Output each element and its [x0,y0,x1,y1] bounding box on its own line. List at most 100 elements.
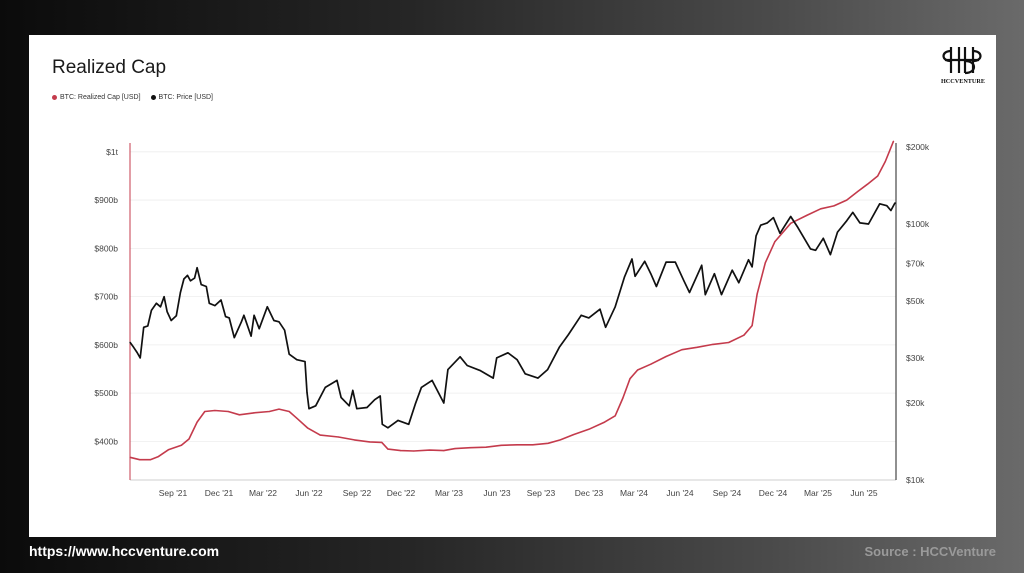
legend-item-realized-cap[interactable]: BTC: Realized Cap [USD] [52,94,141,101]
x-tick-label: Dec '21 [205,488,234,498]
data-point-realized-cap [129,456,131,458]
data-point-realized-cap [306,427,309,429]
data-point-price [278,321,280,323]
axes [129,143,897,481]
y-right-tick-label: $50k [906,296,925,306]
data-point-price [147,325,149,327]
data-point-realized-cap [353,439,355,441]
data-point-price [288,353,290,355]
data-point-price [567,334,570,336]
data-point-price [155,302,157,304]
chart-title: Realized Cap [52,57,167,78]
data-point-price [605,326,607,328]
data-point-price [150,309,152,311]
data-point-price [747,259,750,261]
grid-lines [130,151,896,442]
x-tick-label: Mar '25 [804,488,832,498]
data-point-price [683,280,685,282]
data-point-realized-cap [629,378,631,380]
data-point-price [772,217,775,219]
data-point-realized-cap [547,442,549,444]
y-right-tick-label: $200k [906,142,930,152]
hccventure-logo: HCCVENTURE [941,47,985,85]
data-point-price [366,406,368,409]
data-point-price [720,294,723,296]
data-point-realized-cap [196,421,198,423]
chart-card: $400b $500b $600b $700b $800b $900b $1t $10k $20… [29,35,996,537]
y-right-tick-label: $30k [906,353,925,363]
x-tick-label: Mar '23 [435,488,463,498]
data-point-realized-cap [665,355,667,358]
data-point-price [547,369,549,371]
footer-url-link[interactable]: https://www.hccventure.com [29,543,220,559]
data-point-price [507,352,509,354]
data-point-realized-cap [532,444,534,446]
data-point-price [170,319,172,322]
data-point-price [163,296,165,298]
data-point-price [324,386,326,388]
data-point-price [614,306,616,308]
data-point-price [665,261,667,263]
x-tick-label: Jun '24 [666,488,693,498]
y-left-tick-label: $500b [94,388,118,398]
data-point-price [336,379,338,381]
data-point-price [766,222,768,224]
data-point-price [492,377,494,379]
data-point-price [189,280,192,282]
data-point-price [258,328,260,330]
data-point-price [175,315,177,317]
x-tick-label: Dec '22 [387,488,416,498]
data-point-realized-cap [877,175,879,177]
chart-plot: $400b $500b $600b $700b $800b $900b $1t $10k $20… [94,140,930,498]
data-point-price [374,399,376,401]
data-point-price [738,282,740,284]
data-point-price [634,275,636,277]
data-point-price [431,379,433,381]
data-point-price [356,408,358,410]
data-point-price [143,326,145,328]
y-left-tick-label: $800b [94,243,118,253]
data-point-realized-cap [756,293,758,295]
series-lines [129,140,896,461]
data-point-price [644,260,646,262]
x-tick-label: Sep '21 [159,488,188,498]
data-point-price [340,396,342,399]
data-point-price [420,386,422,388]
data-point-price [253,314,255,316]
y-left-tick-label: $700b [94,292,118,302]
y-left-tick-label: $900b [94,195,118,205]
data-point-realized-cap [516,444,518,446]
y-left-tick-label: $1t [106,147,118,157]
data-point-realized-cap [238,414,240,416]
data-point-price [688,291,691,294]
x-tick-label: Jun '22 [295,488,322,498]
data-point-realized-cap [214,409,216,412]
data-point-price [516,359,518,361]
data-point-price [397,419,399,421]
data-point-price [381,423,383,425]
data-point-realized-cap [443,450,445,452]
data-point-price [200,284,202,286]
data-point-realized-cap [387,448,389,450]
data-point-price [284,329,286,331]
y-left-tick-label: $400b [94,436,118,446]
data-point-price [655,285,658,288]
data-point-realized-cap [604,421,606,423]
data-point-realized-cap [319,434,321,436]
data-point-realized-cap [168,449,170,451]
legend-label-price: BTC: Price [USD] [158,94,213,101]
data-point-realized-cap [381,441,383,443]
data-point-price [315,405,317,407]
legend-label-realized-cap: BTC: Realized Cap [USD] [60,94,141,101]
legend-dot-realized-cap [52,95,57,100]
legend-item-price[interactable]: BTC: Price [USD] [150,94,213,101]
data-point-price [348,405,350,407]
data-point-realized-cap [857,190,859,192]
data-point-price [867,223,870,225]
data-point-price [674,261,676,263]
data-point-price [233,337,235,339]
data-point-realized-cap [149,459,151,461]
data-point-price [296,359,298,361]
data-point-price [225,316,227,318]
data-point-price [755,235,757,237]
